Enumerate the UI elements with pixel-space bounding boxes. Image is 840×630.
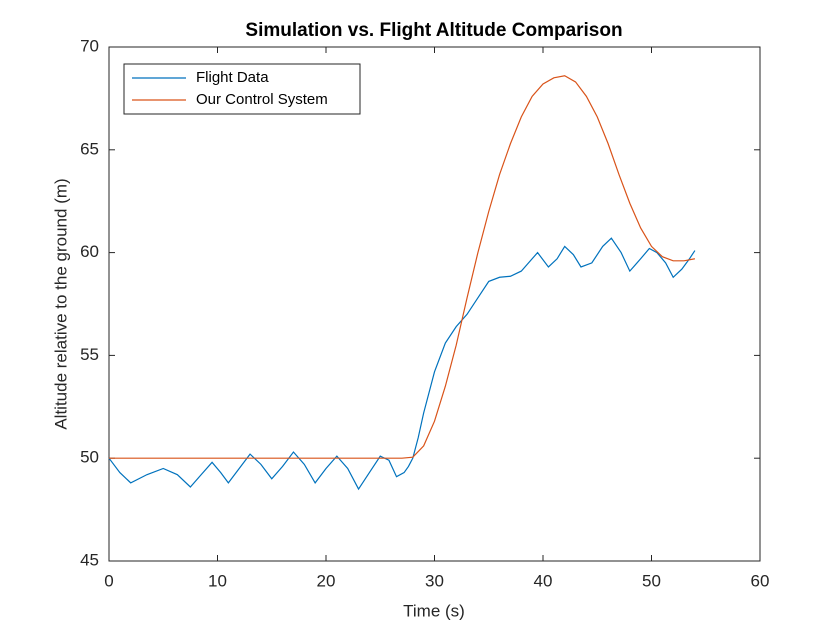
y-tick-label: 50: [80, 448, 99, 467]
x-tick-label: 10: [208, 571, 227, 590]
x-tick-label: 30: [425, 571, 444, 590]
y-tick-label: 70: [80, 36, 99, 55]
data-line: [109, 75, 696, 459]
chart-title: Simulation vs. Flight Altitude Compariso…: [245, 20, 622, 41]
x-tick-label: 60: [751, 571, 770, 590]
legend-label: Our Control System: [196, 91, 328, 108]
data-line: [108, 237, 696, 491]
x-axis-label: Time (s): [403, 601, 465, 620]
y-tick-label: 65: [80, 139, 99, 158]
y-tick-label: 45: [80, 550, 99, 569]
y-axis-label: Altitude relative to the ground (m): [51, 178, 70, 429]
x-tick-label: 0: [104, 571, 113, 590]
y-tick-label: 60: [80, 242, 99, 261]
x-tick-label: 50: [642, 571, 661, 590]
legend-box: [123, 63, 361, 115]
x-tick-label: 20: [317, 571, 336, 590]
y-tick-label: 55: [80, 345, 99, 364]
legend-label: Flight Data: [196, 69, 269, 86]
x-tick-label: 40: [534, 571, 553, 590]
